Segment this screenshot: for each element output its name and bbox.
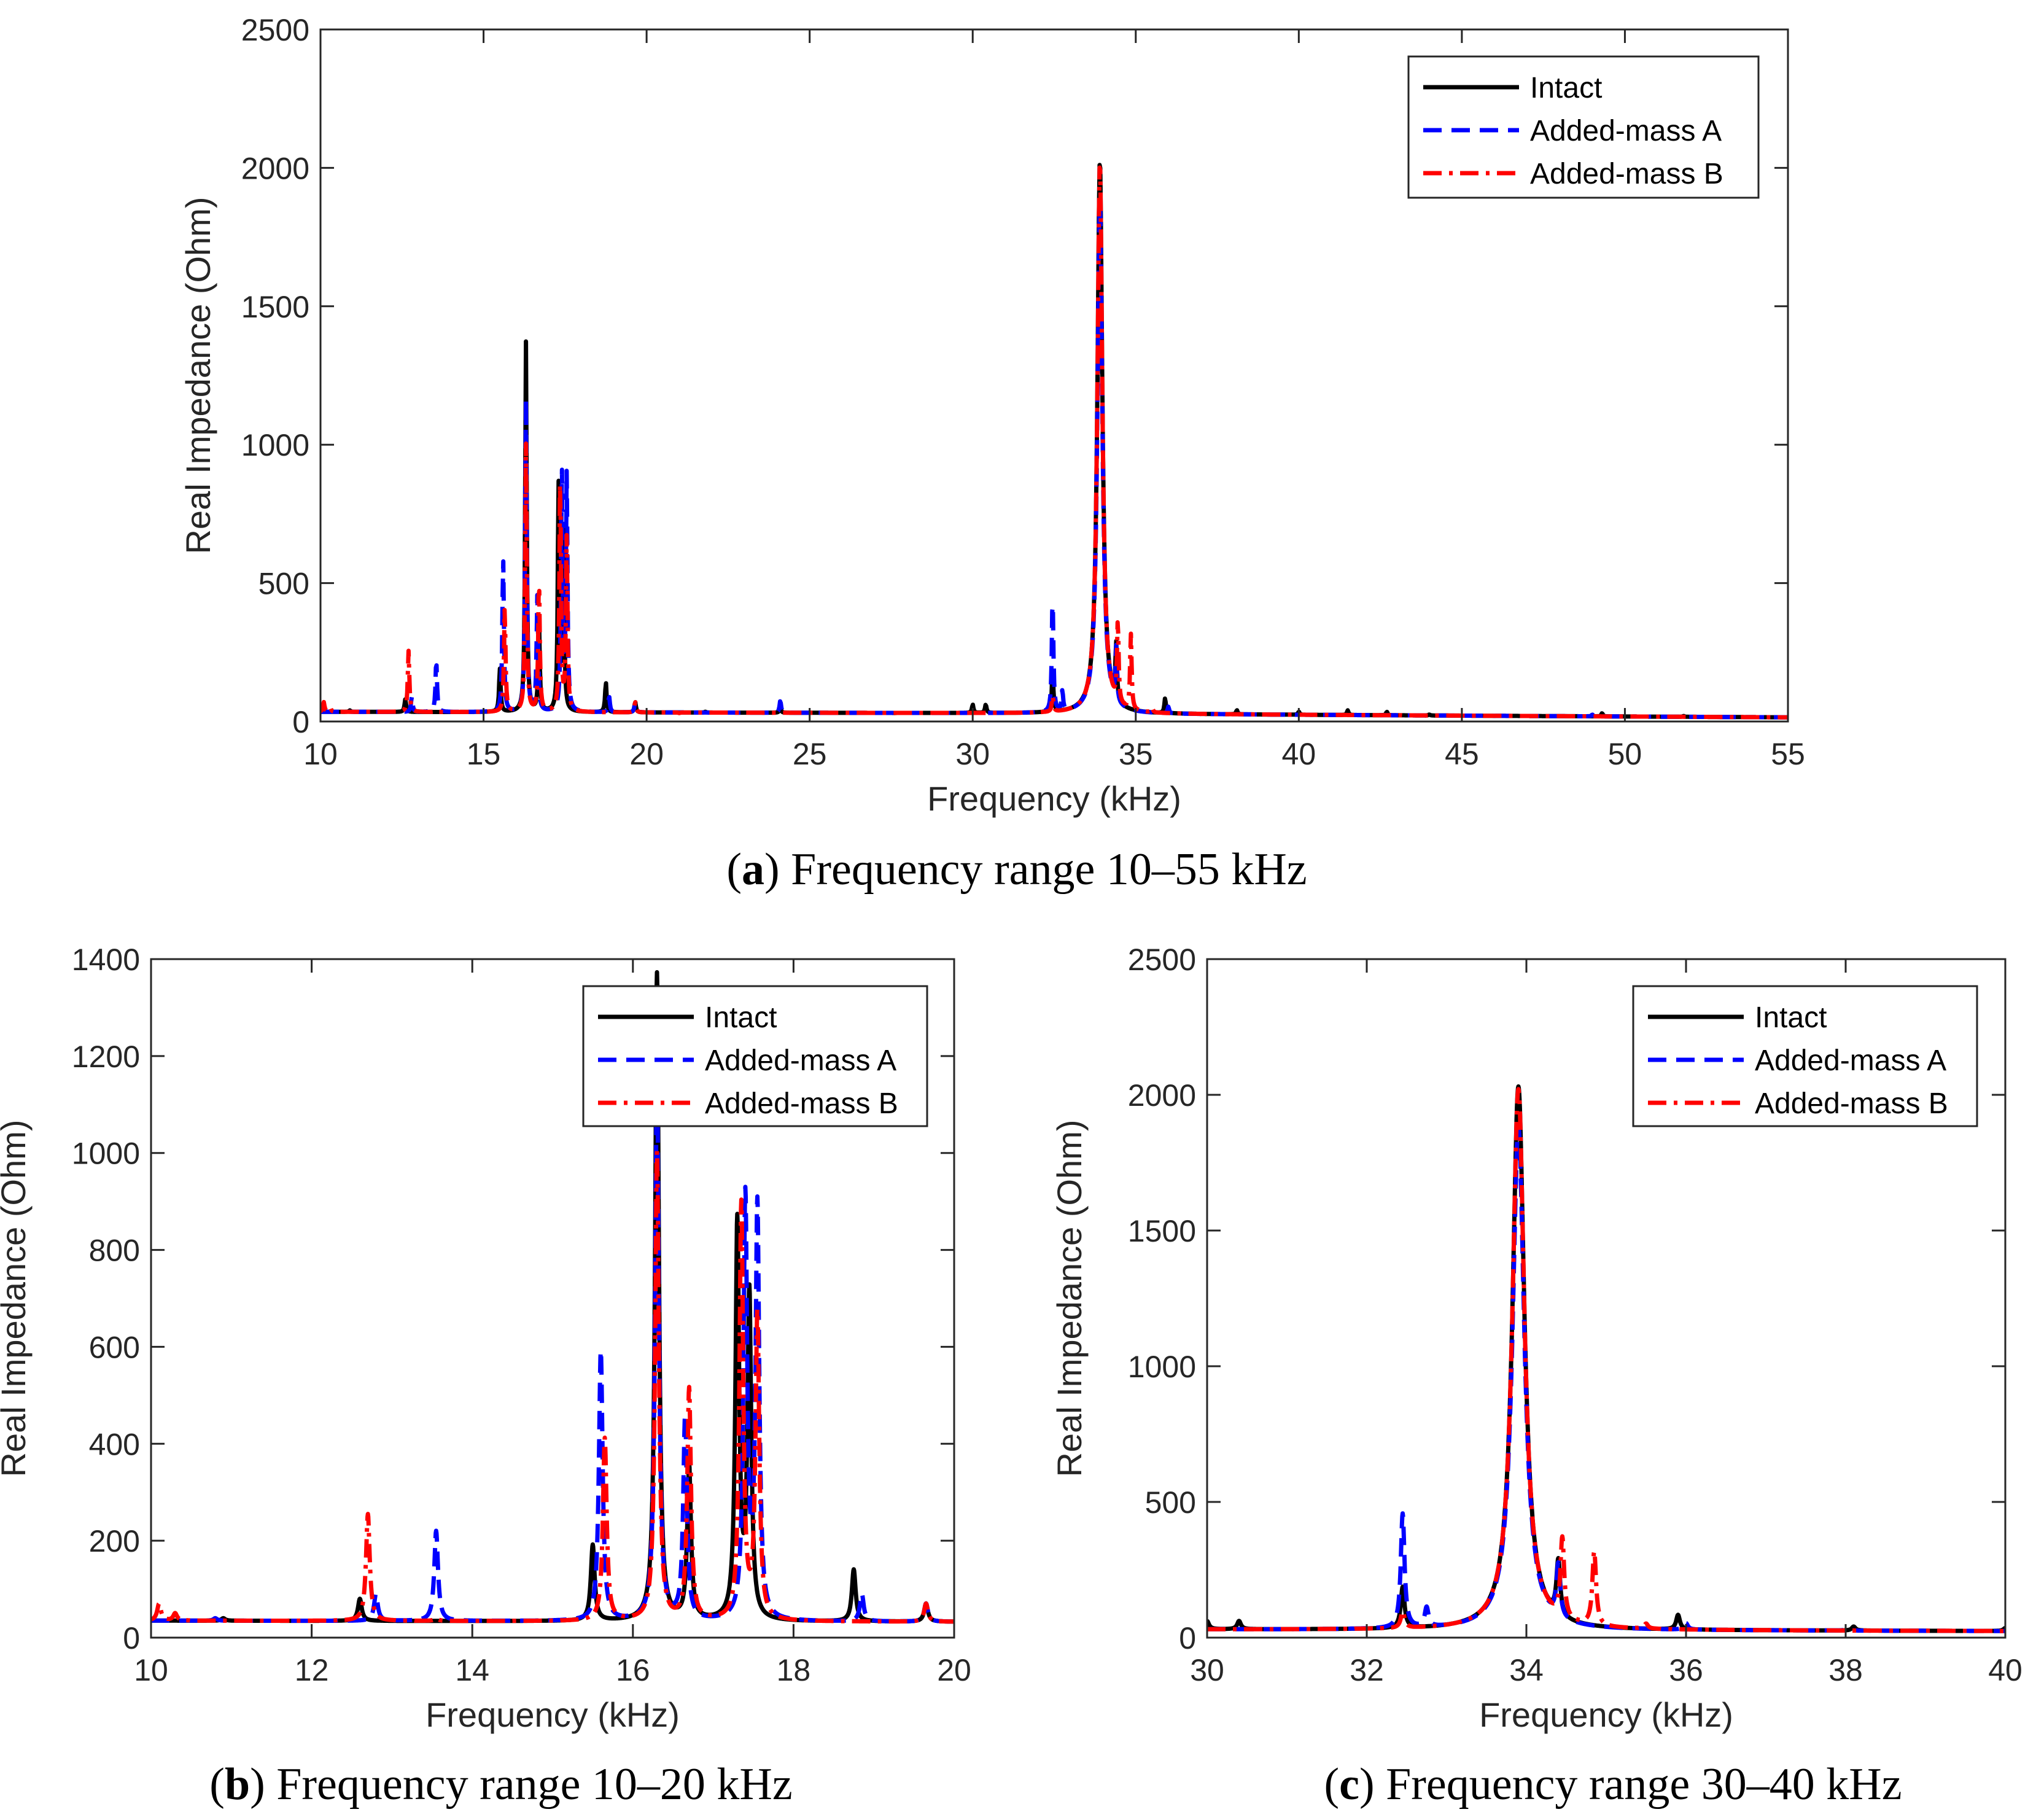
- y-tick-label: 0: [123, 1621, 140, 1655]
- series-group: [151, 970, 954, 1624]
- x-tick-label: 14: [455, 1653, 489, 1687]
- axes-frame: [150, 958, 955, 1639]
- y-tick-label: 600: [89, 1330, 140, 1364]
- y-tick-label: 1400: [72, 943, 140, 977]
- legend-entry-label: Added-mass A: [1530, 115, 1722, 147]
- series-line-intact: [1207, 1084, 2005, 1633]
- series-line-intact: [321, 163, 1788, 720]
- y-tick-label: 2500: [1128, 943, 1196, 977]
- x-tick-label: 34: [1509, 1653, 1544, 1687]
- legend-entry-label: Added-mass B: [705, 1087, 898, 1120]
- y-tick-label: 500: [258, 567, 309, 601]
- series-line-added-mass-b: [1207, 1087, 2005, 1633]
- panel-b: 10 12 14 16 18 200200400600800100012001400Fre…: [0, 943, 971, 1810]
- caption-letter: c: [1339, 1759, 1359, 1810]
- y-tick-label: 1000: [1128, 1350, 1196, 1384]
- x-axis-label: Frequency (kHz): [425, 1695, 680, 1734]
- y-tick-label: 1500: [241, 290, 309, 324]
- x-tick-label: 20: [629, 737, 664, 771]
- x-tick-label: 40: [1282, 737, 1316, 771]
- x-axis-label: Frequency (kHz): [927, 779, 1181, 818]
- y-axis-label: Real Impedance (Ohm): [179, 196, 217, 554]
- legend-box: [1407, 55, 1760, 199]
- x-tick-label: 50: [1608, 737, 1642, 771]
- legend-entry-label: Added-mass A: [705, 1044, 896, 1077]
- caption-open-paren: (: [726, 844, 742, 895]
- y-tick-label: 1500: [1128, 1214, 1196, 1248]
- y-tick-label: 1200: [72, 1040, 140, 1074]
- panel-a: 10 15 20 25 30 35 40 45 50 55 0 500 1000 1500 2000 2500…: [179, 13, 1805, 895]
- axes-frame: [1206, 958, 2007, 1639]
- legend-entry-label: Intact: [705, 1001, 777, 1034]
- y-tick-label: 800: [89, 1234, 140, 1268]
- legend-entry-label: Intact: [1755, 1001, 1827, 1034]
- caption-letter: a: [742, 844, 764, 895]
- caption-text: ) Frequency range 10–20 kHz: [250, 1759, 793, 1810]
- series-group: [321, 163, 1788, 720]
- legend-entry-label: Added-mass A: [1755, 1044, 1946, 1077]
- legend: Intact Added-mass A Added-mass B: [1407, 55, 1760, 199]
- x-tick-label: 36: [1669, 1653, 1703, 1687]
- legend-entry-label: Intact: [1530, 72, 1602, 104]
- x-tick-label: 45: [1445, 737, 1479, 771]
- y-tick-label: 1000: [72, 1137, 140, 1171]
- series-line-added-mass-b: [321, 165, 1788, 720]
- y-tick-label: 500: [1145, 1485, 1196, 1520]
- x-tick-label: 16: [616, 1653, 650, 1687]
- panel-caption: (b) Frequency range 10–20 kHz: [209, 1759, 792, 1810]
- x-tick-label: 20: [937, 1653, 971, 1687]
- panel-c: 30 32 34 36 38 40 0 500 1000 1500 2000 2500 Frequenc…: [1050, 943, 2022, 1810]
- y-tick-label: 2500: [241, 13, 309, 47]
- legend-entry-label: Added-mass B: [1755, 1087, 1948, 1120]
- x-tick-label: 30: [955, 737, 990, 771]
- x-tick-label: 18: [777, 1653, 811, 1687]
- panel-caption: (a) Frequency range 10–55 kHz: [726, 844, 1307, 895]
- caption-text: ) Frequency range 10–55 kHz: [764, 844, 1307, 895]
- x-tick-label: 40: [1988, 1653, 2022, 1687]
- y-axis-label: Real Impedance (Ohm): [1050, 1119, 1089, 1477]
- y-tick-label: 2000: [1128, 1078, 1196, 1113]
- series-line-added-mass-a: [1207, 1125, 2005, 1633]
- x-tick-label: 15: [467, 737, 501, 771]
- x-tick-label: 10: [303, 737, 338, 771]
- y-tick-label: 0: [1179, 1621, 1196, 1655]
- y-tick-label: 200: [89, 1524, 140, 1558]
- x-tick-label: 25: [793, 737, 827, 771]
- axes-frame: [319, 28, 1789, 723]
- x-tick-label: 35: [1119, 737, 1153, 771]
- legend: Intact Added-mass A Added-mass B: [582, 985, 928, 1127]
- legend-entry-label: Added-mass B: [1530, 158, 1723, 190]
- caption-open-paren: (: [1324, 1759, 1339, 1810]
- series-line-added-mass-a: [151, 1071, 954, 1624]
- caption-text: ) Frequency range 30–40 kHz: [1359, 1759, 1902, 1810]
- x-tick-label: 30: [1190, 1653, 1224, 1687]
- series-group: [1207, 1084, 2005, 1633]
- x-tick-label: 38: [1828, 1653, 1863, 1687]
- x-tick-label: 55: [1771, 737, 1805, 771]
- x-tick-label: 32: [1350, 1653, 1384, 1687]
- y-tick-label: 400: [89, 1427, 140, 1461]
- panel-caption: (c) Frequency range 30–40 kHz: [1324, 1759, 1902, 1810]
- y-axis-label: Real Impedance (Ohm): [0, 1119, 33, 1477]
- y-tick-label: 2000: [241, 151, 309, 185]
- series-line-added-mass-b: [151, 1149, 954, 1624]
- x-tick-label: 12: [295, 1653, 329, 1687]
- y-tick-label: 0: [292, 705, 309, 739]
- caption-open-paren: (: [209, 1759, 225, 1810]
- y-tick-label: 1000: [241, 428, 309, 462]
- legend: Intact Added-mass A Added-mass B: [1632, 985, 1978, 1127]
- x-axis-label: Frequency (kHz): [1479, 1695, 1733, 1734]
- x-tick-label: 10: [134, 1653, 168, 1687]
- caption-letter: b: [225, 1759, 250, 1810]
